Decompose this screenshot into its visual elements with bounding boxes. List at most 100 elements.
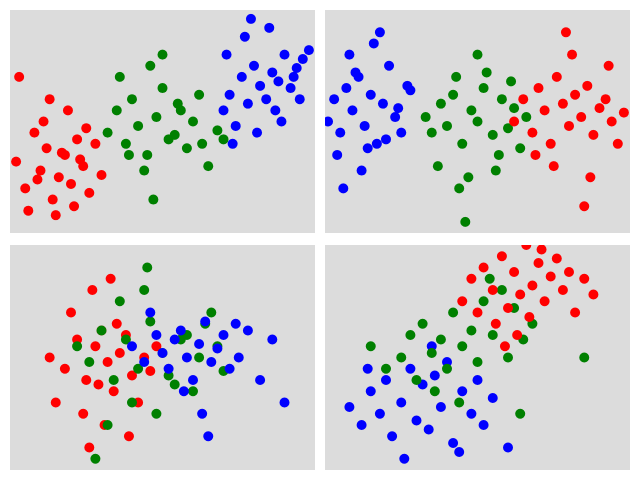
point bbox=[75, 154, 86, 165]
point bbox=[503, 352, 513, 363]
point bbox=[218, 330, 229, 340]
point bbox=[472, 307, 483, 318]
point bbox=[87, 285, 98, 295]
point bbox=[503, 303, 513, 313]
point bbox=[84, 442, 95, 453]
point bbox=[435, 334, 446, 345]
point bbox=[545, 271, 556, 282]
point bbox=[276, 116, 287, 127]
point bbox=[139, 357, 150, 367]
point bbox=[206, 307, 217, 318]
point bbox=[169, 379, 180, 390]
point bbox=[442, 363, 452, 374]
point bbox=[108, 386, 119, 397]
point bbox=[429, 370, 440, 381]
point bbox=[393, 103, 404, 114]
point bbox=[564, 120, 574, 131]
point bbox=[588, 289, 599, 300]
point bbox=[512, 330, 523, 340]
point bbox=[432, 161, 443, 172]
point bbox=[123, 149, 134, 160]
point bbox=[435, 402, 446, 412]
point bbox=[169, 334, 180, 345]
point bbox=[463, 172, 474, 183]
point bbox=[478, 83, 489, 94]
point bbox=[399, 453, 410, 464]
point bbox=[451, 71, 462, 82]
point bbox=[102, 420, 113, 430]
point bbox=[242, 98, 253, 109]
point bbox=[255, 375, 266, 385]
point bbox=[62, 105, 73, 116]
point bbox=[362, 363, 373, 374]
point bbox=[285, 83, 296, 94]
point bbox=[203, 161, 214, 172]
point bbox=[496, 94, 507, 105]
point bbox=[454, 183, 465, 194]
point bbox=[212, 125, 223, 136]
point bbox=[81, 375, 92, 385]
point bbox=[14, 71, 25, 82]
point bbox=[560, 27, 571, 38]
point bbox=[457, 341, 468, 352]
point bbox=[472, 116, 483, 127]
point bbox=[111, 318, 122, 329]
point bbox=[618, 107, 629, 118]
point bbox=[264, 22, 275, 33]
point bbox=[157, 49, 168, 60]
point bbox=[181, 352, 192, 363]
point bbox=[466, 273, 477, 284]
point bbox=[478, 296, 489, 307]
point bbox=[551, 253, 562, 264]
point bbox=[127, 94, 137, 105]
point bbox=[387, 431, 398, 442]
point bbox=[503, 442, 513, 453]
point bbox=[32, 174, 43, 185]
point bbox=[472, 357, 483, 367]
point bbox=[66, 178, 76, 189]
point bbox=[249, 60, 259, 71]
point bbox=[457, 386, 468, 397]
point bbox=[454, 447, 465, 457]
point bbox=[405, 363, 416, 374]
point bbox=[371, 138, 382, 149]
point bbox=[127, 397, 137, 408]
point bbox=[457, 138, 468, 149]
point bbox=[487, 285, 498, 295]
point bbox=[145, 307, 156, 318]
point bbox=[53, 172, 64, 183]
point bbox=[245, 13, 256, 24]
point bbox=[29, 127, 40, 138]
point bbox=[481, 67, 492, 78]
point bbox=[548, 161, 559, 172]
point bbox=[59, 363, 70, 374]
point bbox=[188, 375, 198, 385]
point bbox=[114, 71, 125, 82]
point bbox=[420, 112, 431, 123]
point bbox=[41, 143, 52, 154]
point bbox=[603, 60, 614, 71]
point bbox=[365, 89, 376, 100]
point bbox=[139, 165, 150, 176]
point bbox=[218, 105, 229, 116]
point bbox=[148, 194, 159, 205]
point bbox=[487, 330, 498, 340]
point bbox=[490, 165, 501, 176]
point bbox=[56, 147, 67, 158]
point bbox=[297, 54, 308, 65]
point bbox=[270, 105, 281, 116]
point bbox=[233, 352, 244, 363]
point bbox=[454, 397, 465, 408]
point bbox=[344, 402, 355, 412]
point bbox=[381, 134, 391, 145]
point bbox=[194, 339, 205, 349]
point bbox=[108, 375, 119, 385]
point bbox=[435, 98, 446, 109]
point bbox=[188, 116, 198, 127]
point bbox=[493, 149, 504, 160]
point bbox=[93, 379, 104, 390]
point bbox=[69, 201, 80, 212]
point bbox=[90, 341, 101, 352]
point bbox=[576, 112, 587, 123]
